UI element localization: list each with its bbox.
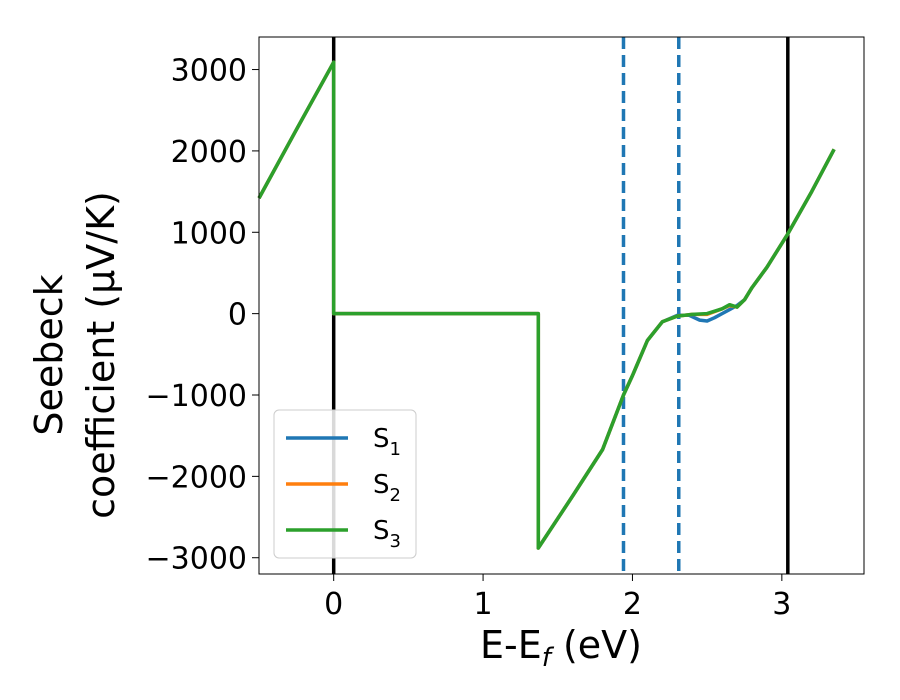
legend-label-s1: S1: [373, 424, 401, 460]
legend-label-s3: S3: [373, 516, 401, 552]
legend-label-s2: S2: [373, 470, 401, 506]
plot-frame: [258, 36, 865, 575]
y-tick-label: −3000: [146, 542, 247, 577]
legend: S1 S2 S3: [273, 409, 417, 559]
y-tick-label: 0: [228, 298, 247, 333]
y-axis-title-line1: Seebeck: [27, 274, 71, 435]
legend-items: S1 S2 S3: [286, 424, 401, 552]
x-tick-label: 1: [474, 587, 493, 622]
y-tick-label: −1000: [146, 379, 247, 414]
x-tick-label: 3: [772, 587, 791, 622]
x-tick-label: 2: [623, 587, 642, 622]
y-tick-label: 1000: [171, 216, 247, 251]
x-axis-title: E-Ef (eV): [480, 623, 642, 673]
y-axis-title-group: Seebeck coefficient (μV/K): [27, 191, 123, 519]
y-tick-label: −2000: [146, 460, 247, 495]
series-line-s3: [257, 60, 836, 550]
y-axis-title-line2: coefficient (μV/K): [79, 191, 123, 519]
x-axis-ticks: 0 1 2 3: [324, 574, 791, 622]
y-tick-label: 2000: [171, 135, 247, 170]
series-layer: [257, 60, 836, 550]
x-axis-title-unit: (eV): [551, 623, 642, 667]
y-tick-label: 3000: [171, 54, 247, 89]
x-tick-label: 0: [324, 587, 343, 622]
y-axis-ticks: 3000 2000 1000 0 −1000 −2000 −3000: [146, 54, 259, 577]
x-axis-title-main: E-E: [480, 623, 542, 667]
